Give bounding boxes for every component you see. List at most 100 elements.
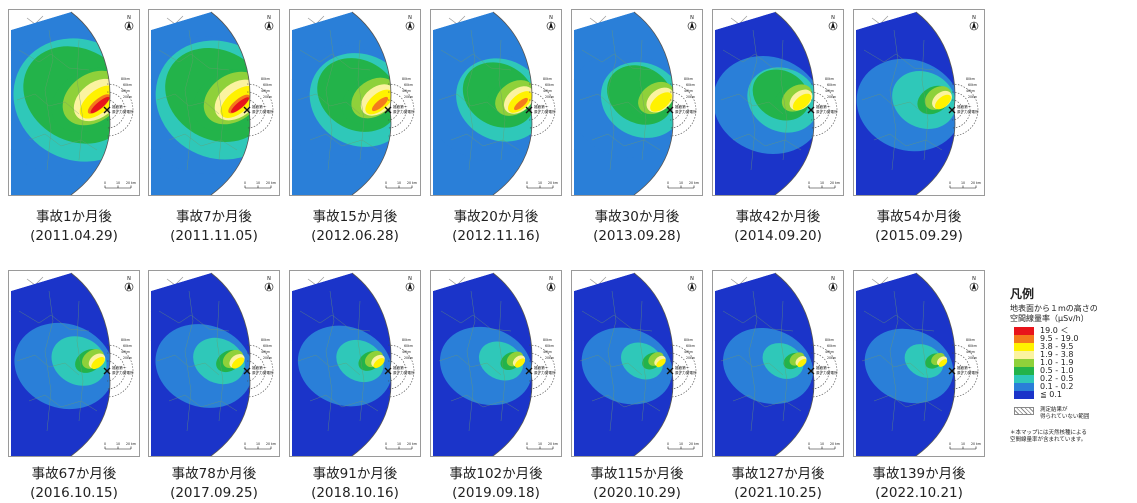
panel-caption: 事故102か月後 (2019.09.18) <box>421 465 571 503</box>
svg-text:20 km: 20 km <box>548 442 558 446</box>
svg-text:N: N <box>690 15 694 21</box>
ring-label: 60km <box>404 344 413 348</box>
svg-text:0: 0 <box>949 181 951 185</box>
panel-date: (2018.10.16) <box>280 484 430 503</box>
legend-swatch <box>1014 391 1034 399</box>
plant-label: 福島第一 <box>112 365 127 370</box>
legend-swatch <box>1014 351 1034 359</box>
ring-label: 80km <box>543 77 552 81</box>
ring-label: 40km <box>402 350 411 354</box>
legend-items: 19.0 ＜ 9.5 - 19.0 3.8 - 9.5 1.9 - 3.8 1.0 - … <box>1014 327 1135 399</box>
legend-label: ≦ 0.1 <box>1040 390 1062 400</box>
legend-item: 1.9 - 3.8 <box>1014 351 1135 359</box>
map-panel: 80km 60km 40km 20km 福島第一 原子力発電所 N 0 10 20 km <box>289 9 421 196</box>
scale-bar: 0 10 20 km <box>667 442 699 449</box>
svg-text:N: N <box>549 15 553 21</box>
scale-bar: 0 10 20 km <box>808 442 840 449</box>
ring-label: 40km <box>966 350 975 354</box>
plant-label: 原子力発電所 <box>393 370 415 375</box>
scale-bar: 0 10 20 km <box>526 442 558 449</box>
svg-text:10: 10 <box>538 181 542 185</box>
scale-bar: 0 10 20 km <box>949 181 981 188</box>
hatch-label: 測定結果が 得られていない範囲 <box>1040 407 1089 420</box>
panel-date: (2022.10.21) <box>844 484 994 503</box>
scale-bar: 0 10 20 km <box>104 181 136 188</box>
svg-text:10: 10 <box>961 181 965 185</box>
panel-title: 事故30か月後 <box>562 208 712 227</box>
svg-text:10: 10 <box>679 181 683 185</box>
ring-label: 20km <box>968 356 977 360</box>
svg-text:N: N <box>690 276 694 282</box>
ring-label: 80km <box>402 338 411 342</box>
panel-title: 事故127か月後 <box>703 465 853 484</box>
svg-text:0: 0 <box>385 181 387 185</box>
legend-swatch <box>1014 359 1034 367</box>
plant-label: 福島第一 <box>252 365 267 370</box>
svg-text:10: 10 <box>820 181 824 185</box>
plant-label: 原子力発電所 <box>816 109 838 114</box>
map-panel: 80km 60km 40km 20km 福島第一 原子力発電所 N 0 10 20 km <box>571 9 703 196</box>
ring-label: 60km <box>968 83 977 87</box>
svg-text:N: N <box>549 276 553 282</box>
svg-text:N: N <box>267 276 271 282</box>
svg-text:20 km: 20 km <box>971 442 981 446</box>
plant-label: 原子力発電所 <box>112 370 134 375</box>
north-arrow-icon: N <box>547 276 555 291</box>
panel-date: (2013.09.28) <box>562 227 712 246</box>
ring-label: 80km <box>684 338 693 342</box>
scale-bar: 0 10 20 km <box>385 442 417 449</box>
ring-label: 80km <box>121 77 130 81</box>
panel-title: 事故7か月後 <box>139 208 289 227</box>
legend-item: 1.0 - 1.9 <box>1014 359 1135 367</box>
ring-label: 20km <box>968 95 977 99</box>
plant-label: 原子力発電所 <box>957 370 979 375</box>
map-panel: 80km 60km 40km 20km 福島第一 原子力発電所 N 0 10 20 km <box>853 270 985 457</box>
legend-swatch <box>1014 367 1034 375</box>
plant-label: 福島第一 <box>393 365 408 370</box>
plant-label: 福島第一 <box>534 104 549 109</box>
ring-label: 60km <box>263 344 272 348</box>
ring-label: 40km <box>825 89 834 93</box>
map-panel: 80km 60km 40km 20km 福島第一 原子力発電所 N 0 10 20 km <box>148 9 280 196</box>
legend: 凡例 地表面から１mの高さの 空間線量率（μSv/h） 19.0 ＜ 9.5 - … <box>1010 287 1135 444</box>
plant-label: 福島第一 <box>112 104 127 109</box>
panel-date: (2016.10.15) <box>0 484 149 503</box>
svg-text:N: N <box>831 276 835 282</box>
dose-rate-map: 80km 60km 40km 20km 福島第一原子力発電所 N 0 10 20 km <box>9 271 139 456</box>
ring-label: 20km <box>686 356 695 360</box>
ring-label: 20km <box>263 95 272 99</box>
ring-label: 40km <box>825 350 834 354</box>
dose-rate-map: 80km 60km 40km 20km 福島第一原子力発電所 N 0 10 20 km <box>149 271 279 456</box>
ring-label: 20km <box>263 356 272 360</box>
panel-caption: 事故115か月後 (2020.10.29) <box>562 465 712 503</box>
svg-text:N: N <box>972 276 976 282</box>
ring-label: 60km <box>123 83 132 87</box>
svg-text:0: 0 <box>244 181 246 185</box>
legend-heading-line1: 地表面から１mの高さの <box>1010 304 1135 314</box>
ring-label: 40km <box>402 89 411 93</box>
legend-item: ≦ 0.1 <box>1014 391 1135 399</box>
map-panel: 80km 60km 40km 20km 福島第一 原子力発電所 N 0 10 20 km <box>430 9 562 196</box>
panel-caption: 事故15か月後 (2012.06.28) <box>280 208 430 246</box>
panel-caption: 事故30か月後 (2013.09.28) <box>562 208 712 246</box>
ring-label: 60km <box>968 344 977 348</box>
ring-label: 80km <box>261 77 270 81</box>
svg-text:20 km: 20 km <box>407 442 417 446</box>
panel-title: 事故67か月後 <box>0 465 149 484</box>
map-panel: 80km 60km 40km 20km 福島第一 原子力発電所 N 0 10 20 km <box>8 270 140 457</box>
ring-label: 20km <box>686 95 695 99</box>
svg-text:0: 0 <box>104 442 106 446</box>
svg-text:20 km: 20 km <box>266 181 276 185</box>
plant-label: 福島第一 <box>675 104 690 109</box>
svg-text:0: 0 <box>385 442 387 446</box>
svg-text:10: 10 <box>961 442 965 446</box>
panel-caption: 事故54か月後 (2015.09.29) <box>844 208 994 246</box>
north-arrow-icon: N <box>265 15 273 30</box>
plant-label: 原子力発電所 <box>816 370 838 375</box>
ring-label: 40km <box>966 89 975 93</box>
svg-text:10: 10 <box>820 442 824 446</box>
legend-swatch <box>1014 383 1034 391</box>
map-panel: 80km 60km 40km 20km 福島第一 原子力発電所 N 0 10 20 km <box>853 9 985 196</box>
